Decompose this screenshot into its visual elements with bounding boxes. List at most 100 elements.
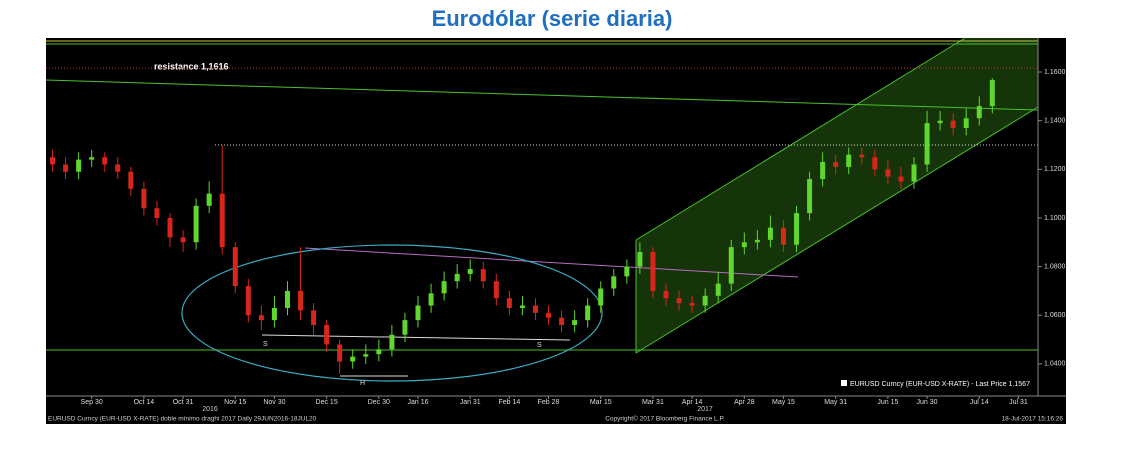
x-tick-label: May 31 bbox=[824, 399, 847, 406]
chart-background bbox=[46, 38, 1066, 424]
trend-line bbox=[45, 79, 1039, 111]
x-tick-label: Nov 15 bbox=[224, 399, 246, 406]
x-tick-label: Mar 15 bbox=[590, 399, 612, 406]
candle-body bbox=[767, 227, 773, 240]
candle-body bbox=[611, 276, 617, 289]
candle-body bbox=[167, 217, 173, 238]
candle-body bbox=[337, 344, 343, 362]
candle-body bbox=[180, 237, 186, 243]
candle-body bbox=[206, 193, 212, 206]
x-tick-label: Jul 31 bbox=[1009, 399, 1028, 406]
candle-body bbox=[780, 227, 786, 245]
resistance-label: resistance 1,1616 bbox=[154, 61, 229, 71]
x-tick-label: Dec 30 bbox=[368, 399, 390, 406]
candle-body bbox=[872, 157, 878, 170]
pattern-label: H bbox=[360, 380, 365, 387]
candle-body bbox=[624, 266, 630, 277]
y-tick-label: 1.1000 bbox=[1044, 215, 1066, 222]
x-tick-label: Feb 28 bbox=[538, 399, 560, 406]
candle-body bbox=[559, 317, 565, 325]
candle-body bbox=[676, 298, 682, 304]
candle-body bbox=[794, 213, 800, 245]
candle-body bbox=[245, 286, 251, 316]
candle-body bbox=[428, 293, 434, 306]
channel-upper bbox=[635, 37, 966, 241]
candle-body bbox=[141, 188, 147, 209]
candle-body bbox=[389, 334, 395, 350]
candle-body bbox=[128, 171, 134, 189]
candle-body bbox=[650, 252, 656, 291]
x-tick-label: Jan 16 bbox=[407, 399, 428, 406]
candle-body bbox=[702, 295, 708, 306]
x-tick-label: Jun 15 bbox=[877, 399, 898, 406]
candle-body bbox=[311, 310, 317, 325]
candle-body bbox=[572, 320, 578, 325]
candle-body bbox=[911, 164, 917, 182]
candle-body bbox=[663, 290, 669, 299]
pattern-ellipse bbox=[181, 244, 603, 382]
candle-body bbox=[807, 179, 813, 214]
footer-right: 18-Jul-2017 15:16:26 bbox=[1002, 416, 1064, 423]
legend-label: EURUSD Curncy (EUR-USD X-RATE) - Last Pr… bbox=[850, 381, 1030, 388]
pattern-label: S bbox=[263, 341, 268, 348]
x-tick-label: Nov 30 bbox=[263, 399, 285, 406]
y-tick-label: 1.0400 bbox=[1044, 361, 1066, 368]
candle-body bbox=[963, 118, 969, 128]
neck-line bbox=[304, 247, 799, 278]
x-tick-label: Jul 14 bbox=[970, 399, 989, 406]
candle-body bbox=[219, 193, 225, 248]
x-tick-label: Jun 30 bbox=[917, 399, 938, 406]
x-tick-label: Oct 14 bbox=[134, 399, 155, 406]
shoulder-line bbox=[261, 334, 571, 341]
candle-body bbox=[885, 169, 891, 177]
pattern-label: S bbox=[537, 342, 542, 349]
candle-body bbox=[728, 247, 734, 284]
x-tick-label: Mar 31 bbox=[642, 399, 664, 406]
candle-body bbox=[493, 281, 499, 299]
candle-body bbox=[402, 320, 408, 335]
candle-body bbox=[271, 307, 277, 321]
footer-left: EURUSD Curncy (EUR-USD X-RATE) doble mín… bbox=[48, 416, 317, 423]
candle-body bbox=[598, 288, 604, 306]
candle-body bbox=[350, 356, 356, 362]
candle-body bbox=[846, 154, 852, 167]
candle-body bbox=[154, 208, 160, 218]
x-tick-label: Oct 31 bbox=[173, 399, 194, 406]
y-tick-label: 1.0800 bbox=[1044, 263, 1066, 270]
candle-body bbox=[585, 305, 591, 321]
candle-body bbox=[76, 159, 82, 172]
chart-title: Eurodólar (serie diaria) bbox=[432, 6, 673, 31]
year-label: 2016 bbox=[202, 406, 218, 413]
x-tick-label: Feb 14 bbox=[498, 399, 520, 406]
candle-body bbox=[950, 120, 956, 128]
candle-body bbox=[441, 281, 447, 294]
candle-body bbox=[454, 273, 460, 282]
candle-body bbox=[363, 354, 369, 357]
candle-body bbox=[415, 305, 421, 321]
channel-lower bbox=[635, 106, 1039, 354]
candle-body bbox=[506, 298, 512, 308]
candle-body bbox=[532, 305, 538, 313]
candle-body bbox=[898, 176, 904, 182]
footer-center: Copyright© 2017 Bloomberg Finance L.P. bbox=[605, 415, 725, 423]
trend-channel bbox=[636, 38, 1038, 353]
candle-body bbox=[754, 239, 760, 243]
candle-body bbox=[480, 269, 486, 282]
y-tick-label: 1.1400 bbox=[1044, 118, 1066, 125]
candle-body bbox=[50, 157, 56, 165]
candle-body bbox=[258, 315, 264, 321]
candle-body bbox=[519, 305, 525, 308]
candle-body bbox=[376, 349, 382, 355]
candle-body bbox=[546, 312, 552, 318]
candle-body bbox=[284, 290, 290, 308]
candle-body bbox=[715, 283, 721, 296]
candle-body bbox=[689, 303, 695, 306]
candle-body bbox=[937, 120, 943, 124]
y-tick-label: 1.1200 bbox=[1044, 166, 1066, 173]
legend-swatch bbox=[841, 380, 847, 386]
candle-body bbox=[232, 247, 238, 287]
candle-body bbox=[637, 252, 643, 267]
candle-body bbox=[89, 157, 95, 160]
candle-body bbox=[193, 205, 199, 243]
